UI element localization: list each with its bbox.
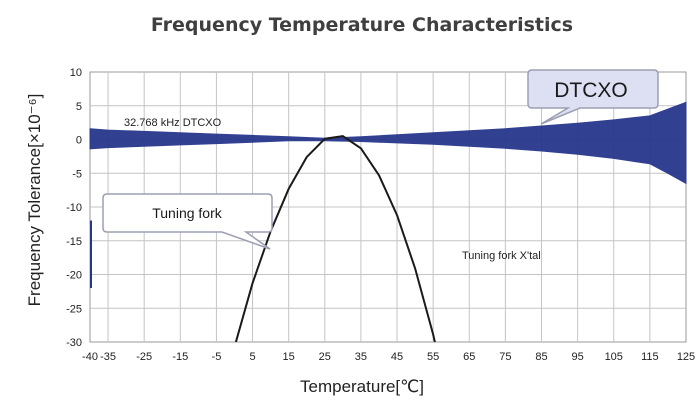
x-tick-label: 25 (319, 351, 331, 363)
x-tick-label: 85 (535, 351, 547, 363)
x-axis-label: Temperature[℃] (300, 377, 424, 396)
dtcxo-band (89, 101, 687, 185)
y-tick-label: -5 (72, 168, 82, 180)
dtcxo-callout-text: DTCXO (554, 79, 628, 102)
dtcxo-band-layer (89, 101, 687, 288)
tuning-fork-callout: Tuning fork (102, 193, 273, 250)
x-tick-label: 75 (499, 351, 511, 363)
x-tick-label: 5 (249, 351, 255, 363)
x-tick-label: 35 (355, 351, 367, 363)
y-axis-label: Frequency Tolerance[×10⁻⁶] (25, 94, 44, 307)
x-tick-label: -25 (136, 351, 152, 363)
x-tick-label: -15 (172, 351, 188, 363)
y-tick-label: 5 (76, 101, 82, 113)
x-tick-label: 115 (641, 351, 659, 363)
x-tick-label: 125 (677, 351, 695, 363)
y-tick-label: -15 (66, 236, 82, 248)
x-tick-label: 105 (605, 351, 623, 363)
tuning-fork-series-label: Tuning fork X'tal (462, 250, 541, 262)
x-tick-label: -5 (212, 351, 222, 363)
x-tick-label: 15 (283, 351, 295, 363)
y-tick-label: -10 (66, 202, 82, 214)
dtcxo-series-label: 32.768 kHz DTCXO (124, 117, 222, 129)
y-tick-label: -25 (66, 303, 82, 315)
y-tick-label: -20 (66, 270, 82, 282)
y-tick-label: 10 (70, 67, 82, 79)
y-tick-label: 0 (76, 135, 82, 147)
x-tick-label: 95 (572, 351, 584, 363)
y-tick-label: -30 (66, 337, 82, 349)
chart-title: Frequency Temperature Characteristics (151, 14, 573, 36)
x-tick-label: 55 (427, 351, 439, 363)
tuning-fork-callout-text: Tuning fork (152, 205, 223, 221)
tick-labels: -40 -35 -25 -15 -5 5 15 25 35 45 55 65 75 85 95 105 115 1… (66, 67, 695, 363)
x-tick-label: 65 (463, 351, 475, 363)
x-tick-label: -35 (100, 351, 116, 363)
x-tick-label: -40 (82, 351, 98, 363)
x-tick-label: 45 (391, 351, 403, 363)
dtcxo-callout: DTCXO (527, 69, 659, 125)
